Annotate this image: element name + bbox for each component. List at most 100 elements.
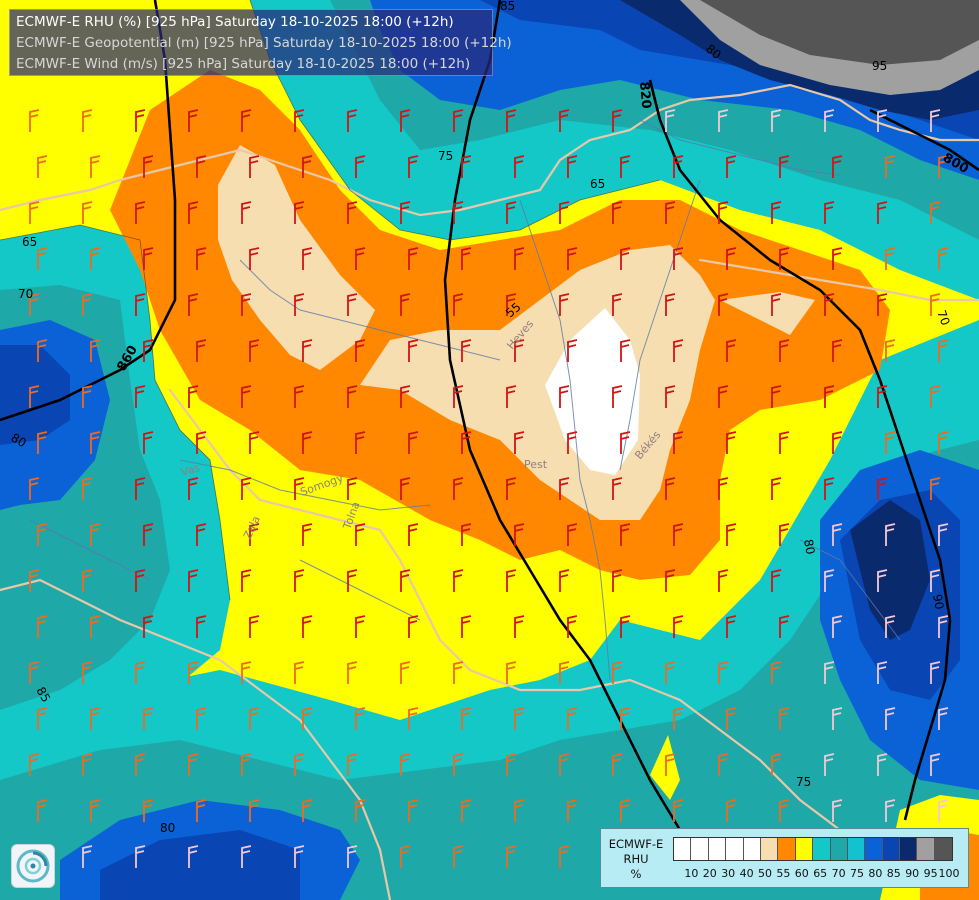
wind-barb [877,661,888,684]
wind-barb [779,799,790,822]
wind-barb [29,477,40,500]
wind-barb [347,661,358,684]
wind-barb [241,201,252,224]
rivers [29,119,901,681]
legend-swatch [778,838,796,860]
rhu-label: 70 [934,308,952,327]
wind-barb [930,661,941,684]
wind-barb [665,201,676,224]
wind-barb [400,477,411,500]
wind-barb [938,523,949,546]
wind-barb [188,201,199,224]
wind-barb [673,799,684,822]
wind-barb [726,431,737,454]
wind-barb [241,753,252,776]
rhu-85-band-west [0,345,70,445]
wind-barb [718,569,729,592]
wind-barb [877,569,888,592]
wind-barb [294,753,305,776]
legend-tick-label: 85 [886,867,901,880]
wind-barb [673,155,684,178]
wind-barb [294,109,305,132]
legend-swatch [726,838,744,860]
wind-barb [620,707,631,730]
legend-tick-label: 40 [739,867,754,880]
wind-barb [249,799,260,822]
wind-barb [665,753,676,776]
wind-barb [832,431,843,454]
wind-barb [294,477,305,500]
legend-swatches [673,837,954,861]
wind-barb [135,753,146,776]
wind-barb [771,109,782,132]
wind-barb [506,661,517,684]
wind-barb [665,661,676,684]
wind-barb [294,845,305,868]
wind-barb [453,477,464,500]
legend-swatch [847,838,866,860]
wind-barb [620,799,631,822]
wind-barb [673,247,684,270]
legend-tick-label: 75 [850,867,864,880]
wind-barb [249,615,260,638]
wind-barb [408,707,419,730]
wind-barb [726,707,737,730]
wind-barb [408,431,419,454]
wind-barb [29,293,40,316]
wind-barb [567,523,578,546]
legend-swatch [674,838,692,860]
wind-barb [514,799,525,822]
wind-barb [877,385,888,408]
wind-barb [885,155,896,178]
wind-barb [938,431,949,454]
legend-tick-label: 10 [684,867,699,880]
wind-barb [82,845,93,868]
wind-barb [29,201,40,224]
wind-barb [135,569,146,592]
wind-barb [779,339,790,362]
wind-barb [885,523,896,546]
wind-barb [90,615,101,638]
wind-barb [453,293,464,316]
wind-barb [779,155,790,178]
wind-barb [249,155,260,178]
rhu-legend: ECMWF-E RHU % 10 20 30 40 50 55 60 65 70 75 80 85 90… [600,828,969,888]
wind-barb [37,707,48,730]
wind-barb [779,615,790,638]
contour-labels: 85 80 95 75 65 65 70 55 70 80 80 90 75 8… [9,0,953,835]
wind-barb [771,661,782,684]
wind-barb [726,247,737,270]
rhu-85-band-southwest [100,830,300,900]
legend-tick-label: 80 [868,867,883,880]
wind-barb [196,799,207,822]
wind-barb [824,201,835,224]
wind-barb [620,431,631,454]
wind-barb [559,385,570,408]
wind-barb [938,339,949,362]
wind-barb [559,569,570,592]
wind-barb [620,615,631,638]
legend-swatch [743,838,761,860]
wind-barb [400,293,411,316]
wind-barb [665,477,676,500]
rhu-label: 80 [801,538,817,555]
wind-barb [559,661,570,684]
wind-barb [29,753,40,776]
wind-barb [135,201,146,224]
wind-barb [559,477,570,500]
wind-barb [514,615,525,638]
wind-barb [143,155,154,178]
rhu-label: 75 [796,775,811,789]
wind-barb [408,615,419,638]
wind-barb [930,753,941,776]
legend-swatch [865,838,883,860]
wind-barb [567,155,578,178]
wind-barb [930,385,941,408]
wind-barb [82,661,93,684]
wind-barb [824,385,835,408]
wind-barb [559,293,570,316]
wind-barb [885,615,896,638]
wind-barb [877,753,888,776]
wind-barb [620,523,631,546]
